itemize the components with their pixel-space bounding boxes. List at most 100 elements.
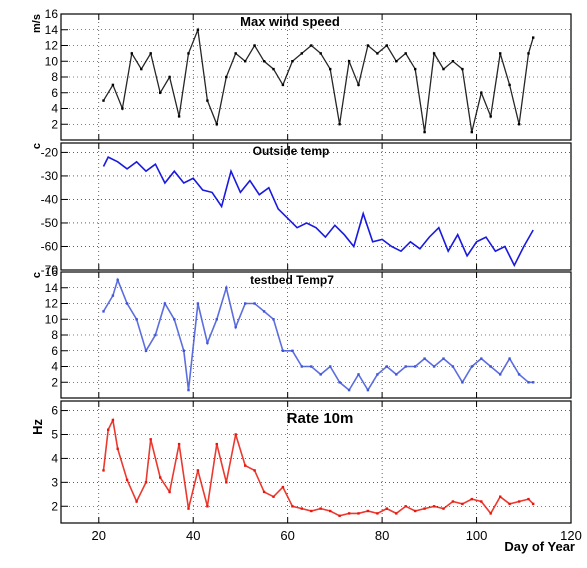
data-point [517, 373, 521, 376]
data-point [347, 512, 351, 515]
data-point [404, 52, 407, 55]
data-point [173, 318, 176, 321]
data-point [532, 502, 535, 506]
data-point [125, 302, 129, 305]
data-point [107, 428, 110, 431]
data-point [319, 373, 322, 376]
y-tick-label: 2 [51, 117, 58, 131]
data-point [461, 381, 464, 384]
data-point [357, 83, 360, 87]
data-point [253, 44, 256, 47]
data-point [253, 469, 256, 472]
data-point [144, 349, 148, 352]
data-point [244, 60, 247, 63]
data-point [135, 500, 138, 503]
x-tick-label: 120 [560, 528, 582, 543]
data-point [423, 357, 426, 360]
data-point [404, 365, 407, 368]
data-point [168, 490, 171, 494]
data-point [423, 130, 426, 134]
data-point [499, 52, 502, 55]
data-point [432, 365, 436, 368]
data-point [116, 278, 119, 282]
x-tick-label: 40 [186, 528, 200, 543]
data-point [130, 52, 133, 55]
panel-title: testbed Temp7 [250, 273, 334, 287]
data-point [149, 52, 152, 55]
plot-frame [60, 142, 572, 271]
data-point [376, 52, 379, 55]
x-tick-label: 60 [280, 528, 294, 543]
data-point [319, 507, 322, 510]
data-point [395, 512, 398, 515]
y-tick-label: 6 [51, 404, 58, 418]
y-tick-label: 6 [51, 344, 58, 358]
series-line [102, 156, 534, 268]
data-point [508, 83, 511, 87]
y-tick-label: 3 [51, 475, 58, 489]
data-point [149, 438, 152, 441]
y-tick-label: 12 [45, 297, 59, 311]
y-tick-label: -50 [41, 216, 59, 230]
data-point [244, 302, 247, 305]
data-point [225, 286, 228, 289]
data-point [532, 381, 535, 384]
x-tick-label: 80 [375, 528, 389, 543]
data-point [319, 52, 322, 55]
data-point [489, 115, 492, 118]
y-tick-label: 6 [51, 86, 58, 100]
data-point [196, 28, 200, 31]
y-tick-label: -30 [41, 169, 59, 183]
data-point [414, 67, 417, 71]
y-tick-label: 4 [51, 102, 58, 116]
data-point [517, 500, 521, 503]
y-tick-label: 16 [45, 7, 59, 21]
data-point [517, 123, 521, 126]
data-point [385, 507, 388, 510]
y-tick-label: 14 [45, 281, 59, 295]
y-tick-label: 10 [45, 312, 59, 326]
data-point [338, 123, 341, 126]
data-point [470, 365, 473, 368]
data-point [215, 318, 218, 321]
y-axis-label: c [31, 143, 43, 149]
data-point [140, 67, 143, 71]
data-point [338, 514, 341, 517]
data-point [206, 341, 209, 345]
data-point [262, 60, 266, 63]
data-point [414, 509, 417, 513]
y-tick-label: -40 [41, 192, 59, 206]
data-point [168, 75, 171, 79]
data-point [300, 507, 303, 510]
data-point [366, 509, 370, 513]
data-point [338, 381, 341, 384]
data-point [262, 310, 266, 313]
data-point [281, 485, 285, 489]
data-point [508, 357, 511, 360]
data-point [451, 60, 455, 63]
data-point [225, 75, 228, 79]
data-point [187, 507, 190, 510]
data-point [135, 318, 138, 321]
data-point [366, 388, 370, 392]
data-point [527, 52, 530, 55]
data-point [234, 433, 237, 436]
data-point [177, 442, 181, 446]
data-point [508, 502, 511, 506]
y-tick-label: 8 [51, 70, 58, 84]
data-point [442, 67, 445, 71]
data-point [432, 52, 436, 55]
y-tick-label: 2 [51, 499, 58, 513]
data-point [329, 365, 332, 368]
data-point [291, 505, 294, 508]
data-point [196, 302, 200, 305]
data-point [395, 60, 398, 63]
data-point [310, 365, 313, 368]
data-point [451, 500, 455, 503]
data-point [272, 318, 275, 321]
y-tick-label: -60 [41, 239, 59, 253]
data-point [404, 505, 407, 508]
data-point [281, 349, 285, 352]
data-point [442, 507, 445, 510]
